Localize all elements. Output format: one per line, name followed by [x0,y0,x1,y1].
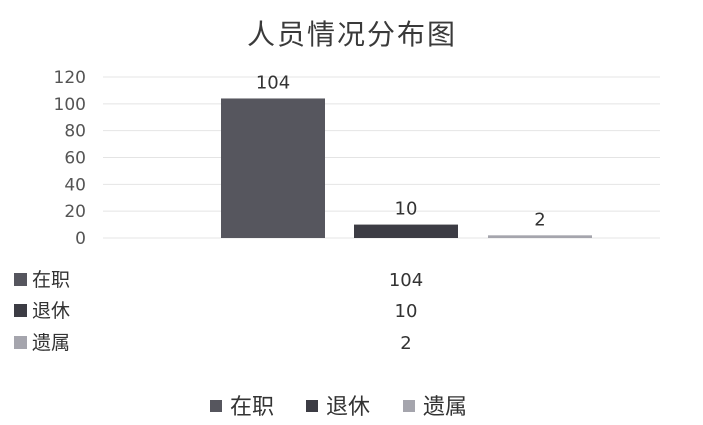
legend-label: 遗属 [423,395,467,420]
y-tick-label: 100 [54,95,86,115]
bar-1 [221,98,325,238]
table-row-label: 在职 [32,269,70,291]
chart-title: 人员情况分布图 [247,18,457,51]
legend-label: 退休 [326,395,370,420]
table-row-label: 遗属 [32,332,70,354]
table-row-swatch [14,273,27,286]
data-label: 104 [256,72,290,93]
data-table: 在职 104 退休 10 遗属 2 [14,269,423,354]
table-row-swatch [14,304,27,317]
legend-swatch [403,400,415,412]
table-row-swatch [14,336,27,349]
gridlines [103,76,660,239]
y-tick-label: 80 [64,122,86,142]
y-tick-label: 60 [64,149,86,169]
y-tick-label: 40 [64,175,86,195]
table-row-value: 2 [400,333,411,354]
legend-swatch [306,400,318,412]
y-tick-label: 0 [75,229,86,249]
table-row-value: 104 [389,270,423,291]
data-labels: 104 10 2 [256,72,546,230]
bar-2 [354,224,458,238]
y-tick-label: 120 [54,68,86,88]
legend-swatch [210,400,222,412]
data-label: 2 [534,209,545,230]
bars [221,98,592,238]
table-row-label: 退休 [32,300,70,322]
y-tick-label: 20 [64,202,86,222]
data-label: 10 [395,199,418,220]
legend-label: 在职 [230,395,274,420]
legend: 在职 退休 遗属 [210,395,467,420]
table-row-value: 10 [395,301,418,322]
y-axis-ticks: 0 20 40 60 80 100 120 [54,68,86,249]
bar-3 [488,235,592,238]
